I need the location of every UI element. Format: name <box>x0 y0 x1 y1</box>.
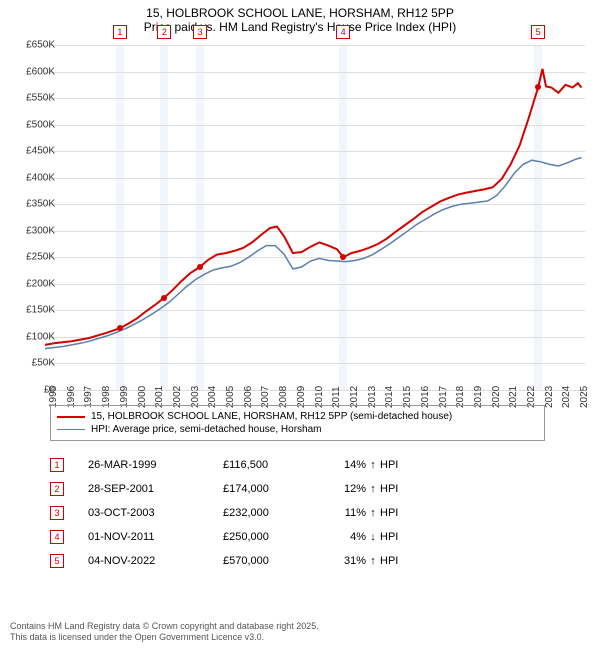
sale-price: £570,000 <box>223 555 328 567</box>
sale-row: 1 26-MAR-1999£116,50014%↑HPI <box>50 453 410 477</box>
chart-lines-svg <box>45 45 585 390</box>
x-axis-label: 2023 <box>544 386 555 408</box>
sale-hpi-label: HPI <box>380 555 410 567</box>
sale-index: 2 <box>50 482 64 496</box>
x-axis-label: 2024 <box>561 386 572 408</box>
sale-index: 4 <box>50 530 64 544</box>
sale-marker-dot <box>340 254 346 260</box>
y-axis-label: £650K <box>13 40 55 51</box>
sale-index: 5 <box>50 554 64 568</box>
y-axis-label: £550K <box>13 93 55 104</box>
sale-marker-dot <box>197 264 203 270</box>
arrow-icon: ↑ <box>366 459 380 471</box>
sale-index: 1 <box>50 458 64 472</box>
sale-marker-box: 1 <box>113 25 127 39</box>
footer-attribution: Contains HM Land Registry data © Crown c… <box>10 621 319 644</box>
sale-pct: 4% <box>328 531 366 543</box>
arrow-icon: ↓ <box>366 531 380 543</box>
sale-pct: 12% <box>328 483 366 495</box>
legend-row: 15, HOLBROOK SCHOOL LANE, HORSHAM, RH12 … <box>57 410 538 423</box>
arrow-icon: ↑ <box>366 483 380 495</box>
sale-pct: 14% <box>328 459 366 471</box>
y-axis-label: £350K <box>13 199 55 210</box>
chart-legend: 15, HOLBROOK SCHOOL LANE, HORSHAM, RH12 … <box>50 405 545 441</box>
sale-marker-box: 2 <box>157 25 171 39</box>
y-axis-label: £450K <box>13 146 55 157</box>
y-axis-label: £500K <box>13 119 55 130</box>
y-axis-label: £100K <box>13 331 55 342</box>
sale-row: 3 03-OCT-2003£232,00011%↑HPI <box>50 501 410 525</box>
y-axis-label: £50K <box>13 358 55 369</box>
legend-label: 15, HOLBROOK SCHOOL LANE, HORSHAM, RH12 … <box>91 411 452 422</box>
sale-hpi-label: HPI <box>380 507 410 519</box>
y-axis-label: £150K <box>13 305 55 316</box>
y-axis-label: £200K <box>13 278 55 289</box>
arrow-icon: ↑ <box>366 555 380 567</box>
sales-table: 126-MAR-1999£116,50014%↑HPI228-SEP-2001£… <box>50 453 410 573</box>
y-axis-label: £400K <box>13 172 55 183</box>
series-line-hpi <box>45 158 582 349</box>
footer-line: Contains HM Land Registry data © Crown c… <box>10 621 319 633</box>
sale-pct: 31% <box>328 555 366 567</box>
legend-label: HPI: Average price, semi-detached house,… <box>91 424 322 435</box>
sale-price: £116,500 <box>223 459 328 471</box>
sale-row: 5 04-NOV-2022£570,00031%↑HPI <box>50 549 410 573</box>
sale-marker-dot <box>117 325 123 331</box>
sale-date: 28-SEP-2001 <box>88 483 223 495</box>
sale-date: 01-NOV-2011 <box>88 531 223 543</box>
sale-marker-dot <box>161 295 167 301</box>
chart-plot-area: 12345 <box>45 45 585 390</box>
legend-row: HPI: Average price, semi-detached house,… <box>57 423 538 436</box>
y-axis-label: £250K <box>13 252 55 263</box>
sale-price: £250,000 <box>223 531 328 543</box>
chart-title-block: 15, HOLBROOK SCHOOL LANE, HORSHAM, RH12 … <box>0 0 600 36</box>
sale-date: 26-MAR-1999 <box>88 459 223 471</box>
sale-price: £232,000 <box>223 507 328 519</box>
sale-marker-box: 4 <box>336 25 350 39</box>
title-address: 15, HOLBROOK SCHOOL LANE, HORSHAM, RH12 … <box>0 6 600 20</box>
sale-marker-box: 5 <box>531 25 545 39</box>
arrow-icon: ↑ <box>366 507 380 519</box>
y-axis-label: £600K <box>13 66 55 77</box>
footer-line: This data is licensed under the Open Gov… <box>10 632 319 644</box>
sale-marker-box: 3 <box>193 25 207 39</box>
sale-hpi-label: HPI <box>380 483 410 495</box>
sale-price: £174,000 <box>223 483 328 495</box>
sale-row: 2 28-SEP-2001£174,00012%↑HPI <box>50 477 410 501</box>
sale-date: 03-OCT-2003 <box>88 507 223 519</box>
sale-marker-dot <box>535 84 541 90</box>
series-line-subject <box>45 69 582 345</box>
sale-index: 3 <box>50 506 64 520</box>
sale-hpi-label: HPI <box>380 459 410 471</box>
sale-row: 4 01-NOV-2011£250,0004%↓HPI <box>50 525 410 549</box>
legend-swatch <box>57 416 85 418</box>
y-axis-label: £300K <box>13 225 55 236</box>
x-axis-label: 2025 <box>579 386 590 408</box>
sale-pct: 11% <box>328 507 366 519</box>
title-subtitle: Price paid vs. HM Land Registry's House … <box>0 20 600 34</box>
sale-date: 04-NOV-2022 <box>88 555 223 567</box>
sale-hpi-label: HPI <box>380 531 410 543</box>
legend-swatch <box>57 429 85 431</box>
